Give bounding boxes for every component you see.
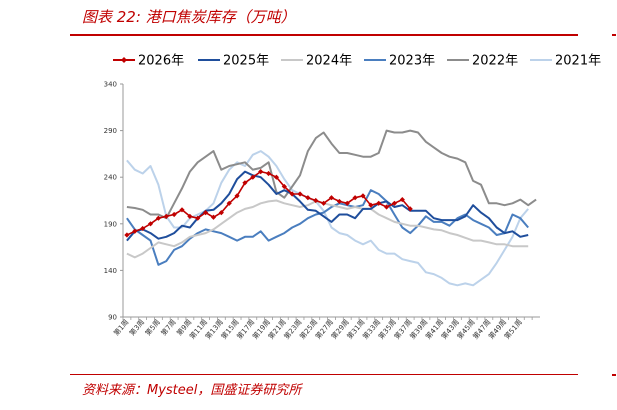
data-point-2026年 bbox=[313, 197, 319, 204]
data-point-2026年 bbox=[273, 174, 280, 180]
series-line-2025年 bbox=[126, 170, 529, 242]
data-point-2026年 bbox=[163, 213, 169, 219]
x-tick-label: 第51周 bbox=[502, 318, 524, 341]
y-tick-label: 140 bbox=[104, 267, 117, 275]
data-point-2026年 bbox=[155, 215, 162, 221]
data-point-2026年 bbox=[344, 200, 350, 206]
data-point-2026年 bbox=[399, 196, 405, 203]
source-rule bbox=[70, 374, 578, 375]
data-point-2026年 bbox=[258, 169, 264, 175]
corner-mark-top bbox=[612, 34, 616, 36]
chart-axes: 90140190240290340第1周第3周第5周第7周第9周第11周第13周… bbox=[104, 81, 540, 341]
figure-title: 图表 22: 港口焦炭库存（万吨） bbox=[82, 8, 296, 26]
x-tick-label: 第5周 bbox=[143, 318, 162, 338]
data-point-2026年 bbox=[305, 195, 311, 201]
data-point-2026年 bbox=[328, 195, 335, 201]
data-point-2026年 bbox=[376, 200, 382, 206]
legend-marker bbox=[121, 57, 127, 63]
y-tick-label: 240 bbox=[104, 174, 117, 182]
series-line-2022年 bbox=[126, 129, 537, 220]
data-point-2026年 bbox=[226, 200, 232, 206]
data-point-2026年 bbox=[297, 191, 303, 197]
data-point-2026年 bbox=[265, 170, 272, 177]
data-point-2026年 bbox=[171, 211, 177, 218]
chart-series bbox=[124, 129, 537, 287]
data-point-2026年 bbox=[242, 180, 248, 186]
corner-mark-bottom bbox=[612, 374, 616, 376]
data-point-2026年 bbox=[336, 198, 342, 205]
chart-legend: 2026年 2025年 2024年 2023年 2022年 2021年 bbox=[113, 54, 601, 69]
data-point-2026年 bbox=[132, 228, 138, 234]
series-line-2026年 bbox=[126, 170, 411, 236]
source-note: 资料来源：Mysteel，国盛证券研究所 bbox=[82, 383, 302, 398]
legend-label: 2023年 bbox=[389, 54, 435, 69]
data-point-2026年 bbox=[391, 200, 398, 206]
data-point-2026年 bbox=[407, 206, 413, 212]
data-point-2026年 bbox=[195, 215, 201, 221]
data-point-2026年 bbox=[210, 214, 217, 220]
data-point-2026年 bbox=[218, 210, 224, 216]
title-rule bbox=[70, 34, 578, 36]
data-point-2026年 bbox=[321, 200, 327, 206]
y-tick-label: 90 bbox=[108, 314, 117, 322]
data-point-2026年 bbox=[179, 207, 185, 213]
data-point-2026年 bbox=[187, 213, 193, 219]
data-point-2026年 bbox=[140, 225, 146, 232]
y-tick-label: 340 bbox=[104, 81, 117, 89]
legend-label: 2025年 bbox=[223, 54, 269, 69]
data-point-2026年 bbox=[203, 210, 209, 216]
legend-label: 2024年 bbox=[306, 54, 352, 69]
x-tick-label: 第3周 bbox=[127, 318, 146, 338]
data-point-2026年 bbox=[289, 191, 295, 197]
data-point-2026年 bbox=[234, 193, 240, 199]
y-tick-label: 290 bbox=[104, 127, 117, 135]
y-tick-label: 190 bbox=[104, 220, 117, 228]
data-point-2026年 bbox=[368, 202, 374, 208]
data-point-2026年 bbox=[352, 195, 358, 201]
legend-label: 2026年 bbox=[138, 54, 184, 69]
data-point-2026年 bbox=[124, 232, 130, 238]
x-tick-label: 第7周 bbox=[159, 318, 178, 338]
data-point-2026年 bbox=[383, 204, 390, 210]
data-point-2026年 bbox=[360, 193, 366, 199]
legend-label: 2021年 bbox=[555, 54, 601, 69]
data-point-2026年 bbox=[250, 174, 256, 180]
data-point-2026年 bbox=[147, 221, 154, 227]
data-point-2026年 bbox=[281, 183, 287, 190]
series-line-2024年 bbox=[126, 199, 529, 259]
legend-label: 2022年 bbox=[472, 54, 518, 69]
